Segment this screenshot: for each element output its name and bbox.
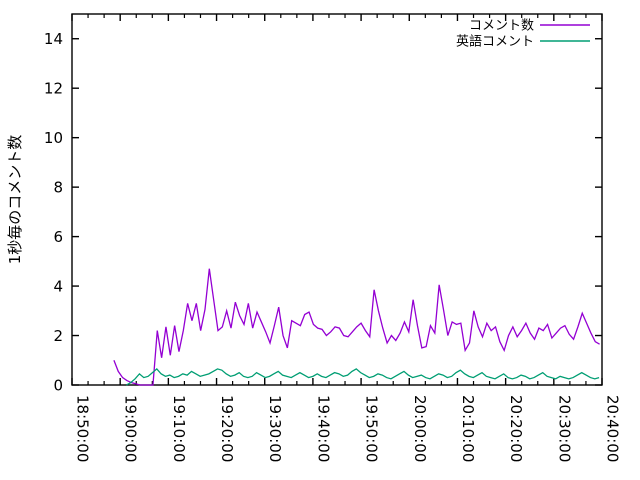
x-tick-label: 20:40:00 xyxy=(604,395,622,462)
x-tick-label: 19:10:00 xyxy=(170,395,188,462)
y-axis-ticks xyxy=(72,38,602,386)
y-tick-label: 12 xyxy=(44,80,63,98)
series-line-1 xyxy=(113,268,600,386)
x-tick-label: 20:10:00 xyxy=(459,395,477,462)
y-axis-label: 1秒毎のコメント数 xyxy=(6,135,24,265)
y-tick-label: 4 xyxy=(53,278,63,296)
x-axis-tick-labels: 18:50:00 19:00:00 19:10:00 19:20:00 19:30:00… xyxy=(74,395,622,462)
y-tick-label: 8 xyxy=(53,179,63,197)
y-tick-label: 0 xyxy=(53,377,63,395)
x-tick-label: 19:50:00 xyxy=(363,395,381,462)
y-axis-tick-labels: 0 2 4 6 8 10 12 14 xyxy=(44,30,63,394)
plot-frame xyxy=(71,13,603,386)
x-tick-label: 20:20:00 xyxy=(507,395,525,462)
x-tick-label: 20:00:00 xyxy=(411,395,429,462)
x-axis-ticks xyxy=(71,14,603,385)
legend-label-1: コメント数 xyxy=(469,19,534,34)
legend-label-2: 英語コメント xyxy=(456,34,534,50)
x-tick-label: 19:00:00 xyxy=(122,395,140,462)
plot-border xyxy=(71,13,603,386)
data-series-group xyxy=(113,268,600,386)
y-tick-label: 2 xyxy=(53,327,63,345)
x-tick-label: 20:30:00 xyxy=(555,395,573,462)
y-axis-title: 1秒毎のコメント数 xyxy=(6,135,24,265)
x-tick-label: 19:20:00 xyxy=(218,395,236,462)
y-tick-label: 6 xyxy=(53,228,63,246)
series-line-2 xyxy=(126,368,600,386)
x-tick-label: 18:50:00 xyxy=(74,395,92,462)
x-tick-label: 19:40:00 xyxy=(314,395,332,462)
x-tick-label: 19:30:00 xyxy=(266,395,284,462)
y-tick-label: 14 xyxy=(44,30,63,48)
y-tick-label: 10 xyxy=(44,129,63,147)
